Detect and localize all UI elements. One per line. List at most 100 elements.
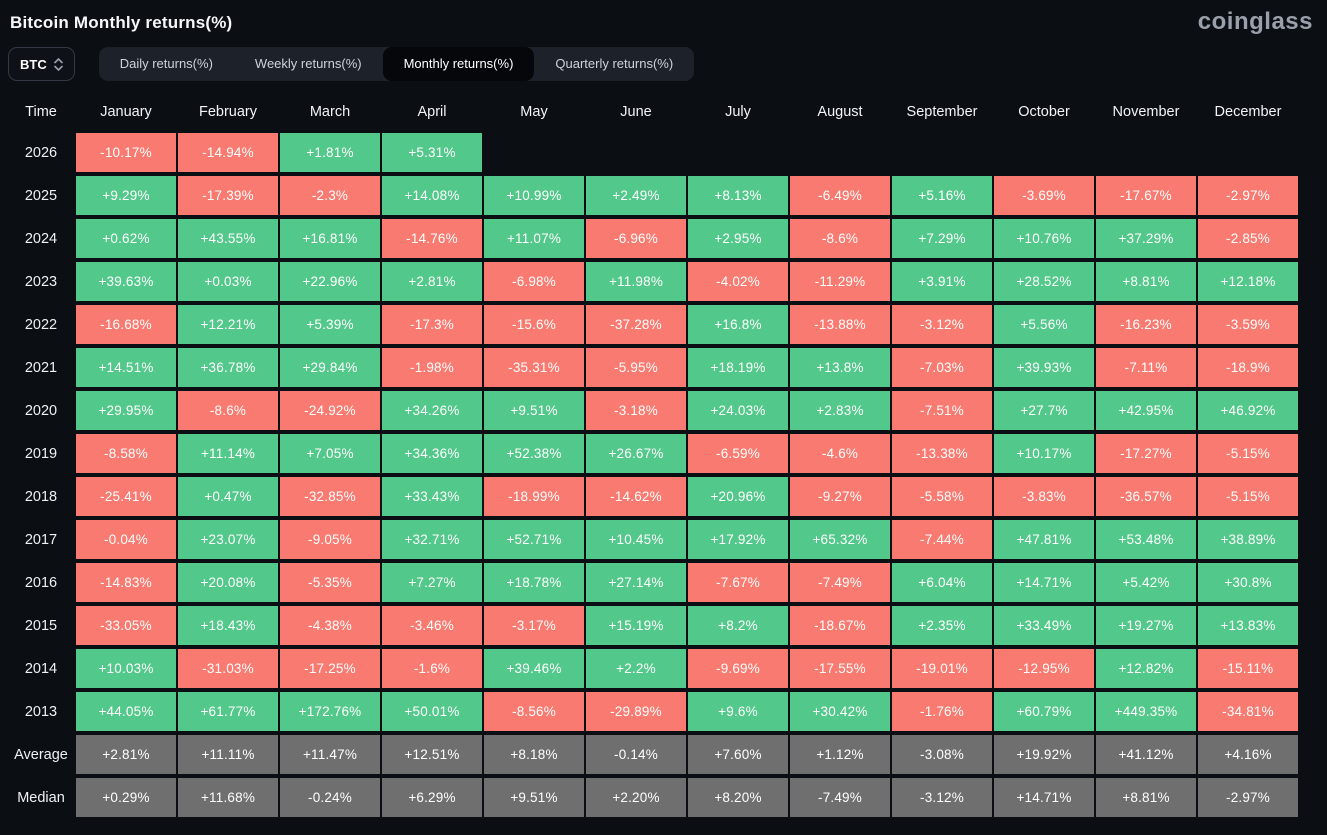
heatmap-cell: -9.69% xyxy=(688,649,788,688)
controls-bar: BTC Daily returns(%) Weekly returns(%) M… xyxy=(8,47,1313,81)
heatmap-cell: -6.49% xyxy=(790,176,890,215)
heatmap-cell: +12.82% xyxy=(1096,649,1196,688)
heatmap-cell: -8.6% xyxy=(790,219,890,258)
returns-period-tabs: Daily returns(%) Weekly returns(%) Month… xyxy=(98,47,695,81)
heatmap-cell: +14.08% xyxy=(382,176,482,215)
heatmap-cell: -18.9% xyxy=(1198,348,1298,387)
heatmap-cell: -17.25% xyxy=(280,649,380,688)
column-header-month: January xyxy=(100,104,152,120)
heatmap-cell: -17.39% xyxy=(178,176,278,215)
heatmap-cell: +10.03% xyxy=(76,649,176,688)
tab-quarterly-returns[interactable]: Quarterly returns(%) xyxy=(534,47,694,81)
heatmap-cell: +36.78% xyxy=(178,348,278,387)
heatmap-cell: +22.96% xyxy=(280,262,380,301)
heatmap-cell: -1.98% xyxy=(382,348,482,387)
row-label-median: Median xyxy=(17,789,65,806)
heatmap-cell: -4.6% xyxy=(790,434,890,473)
heatmap-cell: +10.99% xyxy=(484,176,584,215)
column-header-month: February xyxy=(198,104,258,120)
heatmap-cell: -11.29% xyxy=(790,262,890,301)
heatmap-cell: -3.69% xyxy=(994,176,1094,215)
heatmap-cell: +9.51% xyxy=(484,778,584,817)
heatmap-cell xyxy=(688,133,788,172)
heatmap-cell: +14.71% xyxy=(994,778,1094,817)
heatmap-cell: +39.93% xyxy=(994,348,1094,387)
row-label-2019: 2019 xyxy=(24,445,58,462)
heatmap-cell: +43.55% xyxy=(178,219,278,258)
heatmap-cell: +39.46% xyxy=(484,649,584,688)
row-label-2013: 2013 xyxy=(24,703,58,720)
heatmap-cell: -18.67% xyxy=(790,606,890,645)
heatmap-cell: -3.12% xyxy=(892,305,992,344)
heatmap-cell: +7.60% xyxy=(688,735,788,774)
heatmap-cell: +10.17% xyxy=(994,434,1094,473)
heatmap-cell: -4.38% xyxy=(280,606,380,645)
heatmap-cell: +10.45% xyxy=(586,520,686,559)
tab-weekly-returns[interactable]: Weekly returns(%) xyxy=(234,47,383,81)
heatmap-cell: +13.8% xyxy=(790,348,890,387)
heatmap-cell: -1.6% xyxy=(382,649,482,688)
heatmap-cell: -3.46% xyxy=(382,606,482,645)
heatmap-cell: +2.81% xyxy=(76,735,176,774)
heatmap-cell xyxy=(586,133,686,172)
coinglass-logo: coinglass xyxy=(1197,8,1313,35)
heatmap-cell: +46.92% xyxy=(1198,391,1298,430)
row-label-average: Average xyxy=(14,746,68,763)
heatmap-cell: -10.17% xyxy=(76,133,176,172)
heatmap-cell: -2.97% xyxy=(1198,176,1298,215)
heatmap-cell: -35.31% xyxy=(484,348,584,387)
heatmap-cell: -9.05% xyxy=(280,520,380,559)
heatmap-cell: +0.62% xyxy=(76,219,176,258)
row-label-2015: 2015 xyxy=(24,617,58,634)
heatmap-cell: +2.2% xyxy=(586,649,686,688)
heatmap-cell: +34.26% xyxy=(382,391,482,430)
heatmap-cell: -5.35% xyxy=(280,563,380,602)
heatmap-cell: -29.89% xyxy=(586,692,686,731)
heatmap-cell: +17.92% xyxy=(688,520,788,559)
heatmap-cell: +53.48% xyxy=(1096,520,1196,559)
heatmap-cell xyxy=(994,133,1094,172)
row-label-2018: 2018 xyxy=(24,488,58,505)
heatmap-cell: +19.27% xyxy=(1096,606,1196,645)
heatmap-cell: +14.51% xyxy=(76,348,176,387)
heatmap-cell: +11.98% xyxy=(586,262,686,301)
heatmap-cell: +29.95% xyxy=(76,391,176,430)
heatmap-cell: +27.14% xyxy=(586,563,686,602)
heatmap-cell: +41.12% xyxy=(1096,735,1196,774)
heatmap-cell: -7.51% xyxy=(892,391,992,430)
heatmap-cell: +2.83% xyxy=(790,391,890,430)
tab-monthly-returns[interactable]: Monthly returns(%) xyxy=(382,47,535,81)
heatmap-cell: +61.77% xyxy=(178,692,278,731)
page: Bitcoin Monthly returns(%) coinglass BTC… xyxy=(8,8,1313,817)
heatmap-cell: -5.58% xyxy=(892,477,992,516)
heatmap-cell: +7.27% xyxy=(382,563,482,602)
heatmap-cell: -32.85% xyxy=(280,477,380,516)
heatmap-cell: +6.29% xyxy=(382,778,482,817)
row-label-2020: 2020 xyxy=(24,402,58,419)
heatmap-cell: +39.63% xyxy=(76,262,176,301)
heatmap-cell: -24.92% xyxy=(280,391,380,430)
heatmap-cell: -3.18% xyxy=(586,391,686,430)
heatmap-cell: -25.41% xyxy=(76,477,176,516)
heatmap-cell: +33.43% xyxy=(382,477,482,516)
heatmap-cell: +18.19% xyxy=(688,348,788,387)
column-header-month: October xyxy=(1018,104,1070,120)
heatmap-cell: +172.76% xyxy=(280,692,380,731)
heatmap-cell: +4.16% xyxy=(1198,735,1298,774)
heatmap-cell: +8.2% xyxy=(688,606,788,645)
column-header-month: June xyxy=(620,104,652,120)
heatmap-cell: -2.97% xyxy=(1198,778,1298,817)
heatmap-cell xyxy=(790,133,890,172)
heatmap-cell: -18.99% xyxy=(484,477,584,516)
tab-daily-returns[interactable]: Daily returns(%) xyxy=(99,47,234,81)
heatmap-cell: +0.03% xyxy=(178,262,278,301)
heatmap-cell: +8.13% xyxy=(688,176,788,215)
heatmap-cell: +65.32% xyxy=(790,520,890,559)
symbol-select[interactable]: BTC xyxy=(8,47,75,81)
heatmap-cell: -33.05% xyxy=(76,606,176,645)
heatmap-cell: +12.51% xyxy=(382,735,482,774)
row-label-2021: 2021 xyxy=(24,359,58,376)
heatmap-cell: +5.56% xyxy=(994,305,1094,344)
heatmap-cell: -14.76% xyxy=(382,219,482,258)
column-header-month: August xyxy=(817,104,863,120)
